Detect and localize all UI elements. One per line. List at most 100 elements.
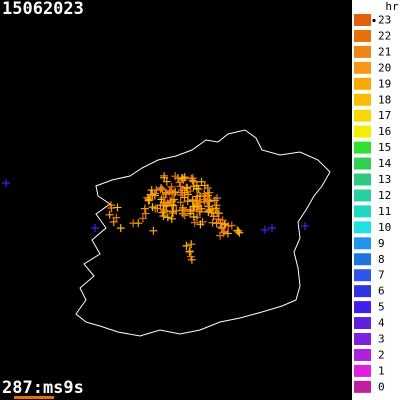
legend-swatch	[354, 29, 371, 42]
legend-swatch	[354, 205, 371, 218]
strike	[193, 192, 202, 201]
strike	[178, 203, 187, 212]
strike	[203, 197, 212, 206]
strike	[169, 195, 178, 204]
legend-swatch	[354, 125, 371, 138]
strike	[144, 196, 153, 205]
strike	[138, 214, 147, 223]
legend-label: 17	[378, 109, 391, 122]
strike	[189, 177, 198, 186]
footer-bar	[14, 396, 54, 399]
strike	[161, 190, 170, 199]
legend-swatch	[354, 269, 371, 282]
strike	[186, 187, 195, 196]
legend-label: 18	[378, 93, 391, 106]
legend-label: 1	[378, 364, 385, 377]
legend-unit: hr	[385, 0, 399, 13]
strike	[208, 218, 217, 227]
strike	[268, 224, 276, 232]
strike	[141, 209, 150, 218]
legend-label: 23	[378, 14, 391, 27]
legend-label: 13	[378, 173, 391, 186]
strike	[178, 174, 187, 183]
legend-label: 21	[378, 45, 391, 58]
strike	[167, 214, 176, 223]
strike	[200, 181, 209, 190]
strike	[163, 213, 172, 222]
strike	[188, 176, 197, 185]
strike	[182, 241, 191, 250]
strike	[187, 240, 196, 249]
strike	[160, 173, 169, 182]
strike	[148, 191, 157, 200]
strike	[91, 224, 99, 232]
strike	[148, 203, 157, 212]
strike	[182, 183, 191, 192]
legend-label: 20	[378, 61, 391, 74]
legend-swatch	[354, 301, 371, 314]
strike	[112, 213, 121, 222]
strike	[159, 193, 168, 202]
strike	[116, 224, 125, 233]
legend-label: 19	[378, 77, 391, 90]
strike	[192, 184, 201, 193]
legend-label: 15	[378, 141, 391, 154]
legend-label: 3	[378, 333, 385, 346]
strike	[216, 231, 225, 240]
strike	[176, 182, 185, 191]
strike	[105, 210, 114, 219]
strike	[109, 217, 118, 226]
strike	[190, 218, 199, 227]
strike	[216, 218, 225, 227]
legend-swatch	[354, 253, 371, 266]
strike	[176, 190, 185, 199]
strike	[196, 220, 205, 229]
legend-label: 0	[378, 380, 385, 393]
legend-label: 4	[378, 317, 385, 330]
legend-label: 5	[378, 301, 385, 314]
legend-label: 10	[378, 221, 391, 234]
strike	[190, 202, 199, 211]
strike	[227, 221, 236, 230]
legend-label: 14	[378, 157, 392, 170]
strike	[186, 209, 195, 218]
legend-swatch	[354, 77, 371, 90]
legend-label: 12	[378, 189, 391, 202]
legend-swatch	[354, 189, 371, 202]
legend-swatch	[354, 364, 371, 377]
legend-swatch	[354, 45, 371, 58]
legend-label: 6	[378, 285, 385, 298]
strike	[146, 190, 155, 199]
legend-label: 22	[378, 29, 391, 42]
strike	[195, 198, 204, 207]
strike	[209, 212, 218, 221]
strike	[185, 247, 194, 256]
strike	[160, 199, 169, 208]
legend-label: 7	[378, 269, 385, 282]
strike	[212, 201, 221, 210]
strike	[261, 226, 269, 234]
strike	[180, 211, 189, 220]
legend-swatch	[354, 333, 371, 345]
legend-swatch	[354, 380, 371, 393]
legend-swatch	[354, 141, 371, 154]
strike	[152, 186, 161, 195]
strike	[214, 209, 223, 218]
current-hour-marker	[372, 18, 376, 23]
strike	[134, 219, 143, 228]
legend-swatch	[354, 285, 371, 298]
legend-swatch	[354, 93, 371, 106]
strike	[177, 186, 186, 195]
strike	[188, 197, 197, 206]
legend-swatch	[354, 14, 371, 26]
strike-layer	[2, 171, 309, 264]
legend-swatch	[354, 221, 371, 234]
strike	[205, 205, 214, 214]
strike	[167, 182, 176, 191]
strike	[213, 194, 222, 203]
strike	[175, 178, 184, 187]
footer-text: 287:ms9s	[2, 378, 84, 398]
strike	[196, 207, 205, 216]
legend-swatch	[354, 109, 371, 122]
